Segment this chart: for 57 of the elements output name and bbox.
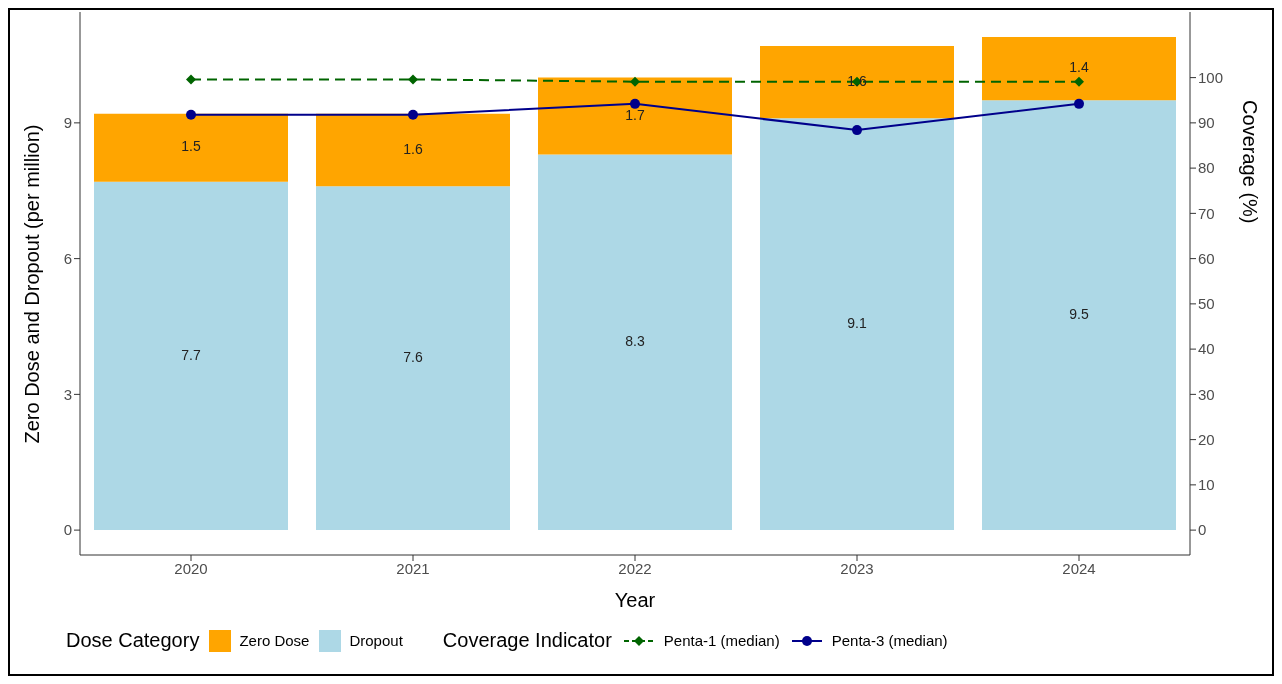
y2-tick-label: 20 bbox=[1198, 430, 1215, 448]
y-tick-label: 0 bbox=[63, 521, 72, 539]
y-axis-title: Zero Dose and Dropout (per million) bbox=[21, 124, 44, 444]
point bbox=[630, 98, 640, 109]
y-tick-label: 6 bbox=[63, 249, 72, 267]
legend-label: Penta-3 (median) bbox=[831, 632, 948, 649]
data-label: 8.3 bbox=[625, 333, 645, 350]
bar bbox=[538, 77, 732, 155]
y2-tick-label: 100 bbox=[1198, 68, 1224, 86]
point bbox=[1074, 98, 1084, 109]
legend-label: Penta-1 (median) bbox=[663, 632, 780, 649]
text: Dose Category bbox=[66, 629, 200, 651]
data-label: 9.5 bbox=[1069, 305, 1089, 322]
x-tick-label: 2023 bbox=[840, 559, 874, 577]
data-label: 1.4 bbox=[1069, 59, 1089, 76]
y2-tick-label: 80 bbox=[1198, 159, 1215, 177]
y-tick-label: 9 bbox=[63, 114, 72, 132]
point bbox=[630, 76, 640, 87]
y2-tick-label: 60 bbox=[1198, 249, 1215, 267]
bar bbox=[316, 186, 510, 531]
point bbox=[1074, 76, 1084, 87]
x-tick-label: 2021 bbox=[396, 559, 430, 577]
data-label: 9.1 bbox=[847, 314, 867, 331]
point bbox=[408, 109, 418, 120]
bar bbox=[982, 100, 1176, 531]
point bbox=[852, 125, 862, 136]
bar bbox=[538, 154, 732, 531]
point bbox=[186, 109, 196, 120]
y-tick-label: 3 bbox=[63, 385, 72, 403]
data-label: 1.7 bbox=[625, 106, 645, 123]
x-tick-label: 2022 bbox=[618, 559, 652, 577]
bar bbox=[760, 118, 954, 531]
data-label: 7.7 bbox=[181, 346, 201, 363]
x-axis-title: Year bbox=[614, 589, 656, 611]
data-label: 1.6 bbox=[403, 140, 423, 157]
bar bbox=[760, 45, 954, 119]
y2-tick-label: 10 bbox=[1198, 476, 1215, 494]
point bbox=[186, 74, 196, 85]
y2-tick-label: 90 bbox=[1198, 114, 1215, 132]
text: Coverage Indicator bbox=[442, 629, 612, 651]
bar bbox=[316, 113, 510, 187]
bar bbox=[94, 181, 288, 531]
x-tick-label: 2020 bbox=[174, 559, 208, 577]
y2-tick-label: 40 bbox=[1198, 340, 1215, 358]
point bbox=[408, 74, 418, 85]
data-label: 1.5 bbox=[181, 138, 201, 155]
bar bbox=[94, 113, 288, 182]
y2-tick-label: 0 bbox=[1198, 521, 1207, 539]
x-tick-label: 2024 bbox=[1062, 559, 1096, 577]
data-label: 7.6 bbox=[403, 348, 423, 365]
y2-tick-label: 30 bbox=[1198, 385, 1215, 403]
y2-tick-label: 70 bbox=[1198, 204, 1215, 222]
bar bbox=[982, 36, 1176, 101]
legend-label: Zero Dose bbox=[239, 632, 310, 649]
legend-label: Dropout bbox=[349, 632, 403, 649]
y2-axis-title: Coverage (%) bbox=[1238, 100, 1261, 224]
y2-tick-label: 50 bbox=[1198, 295, 1215, 313]
